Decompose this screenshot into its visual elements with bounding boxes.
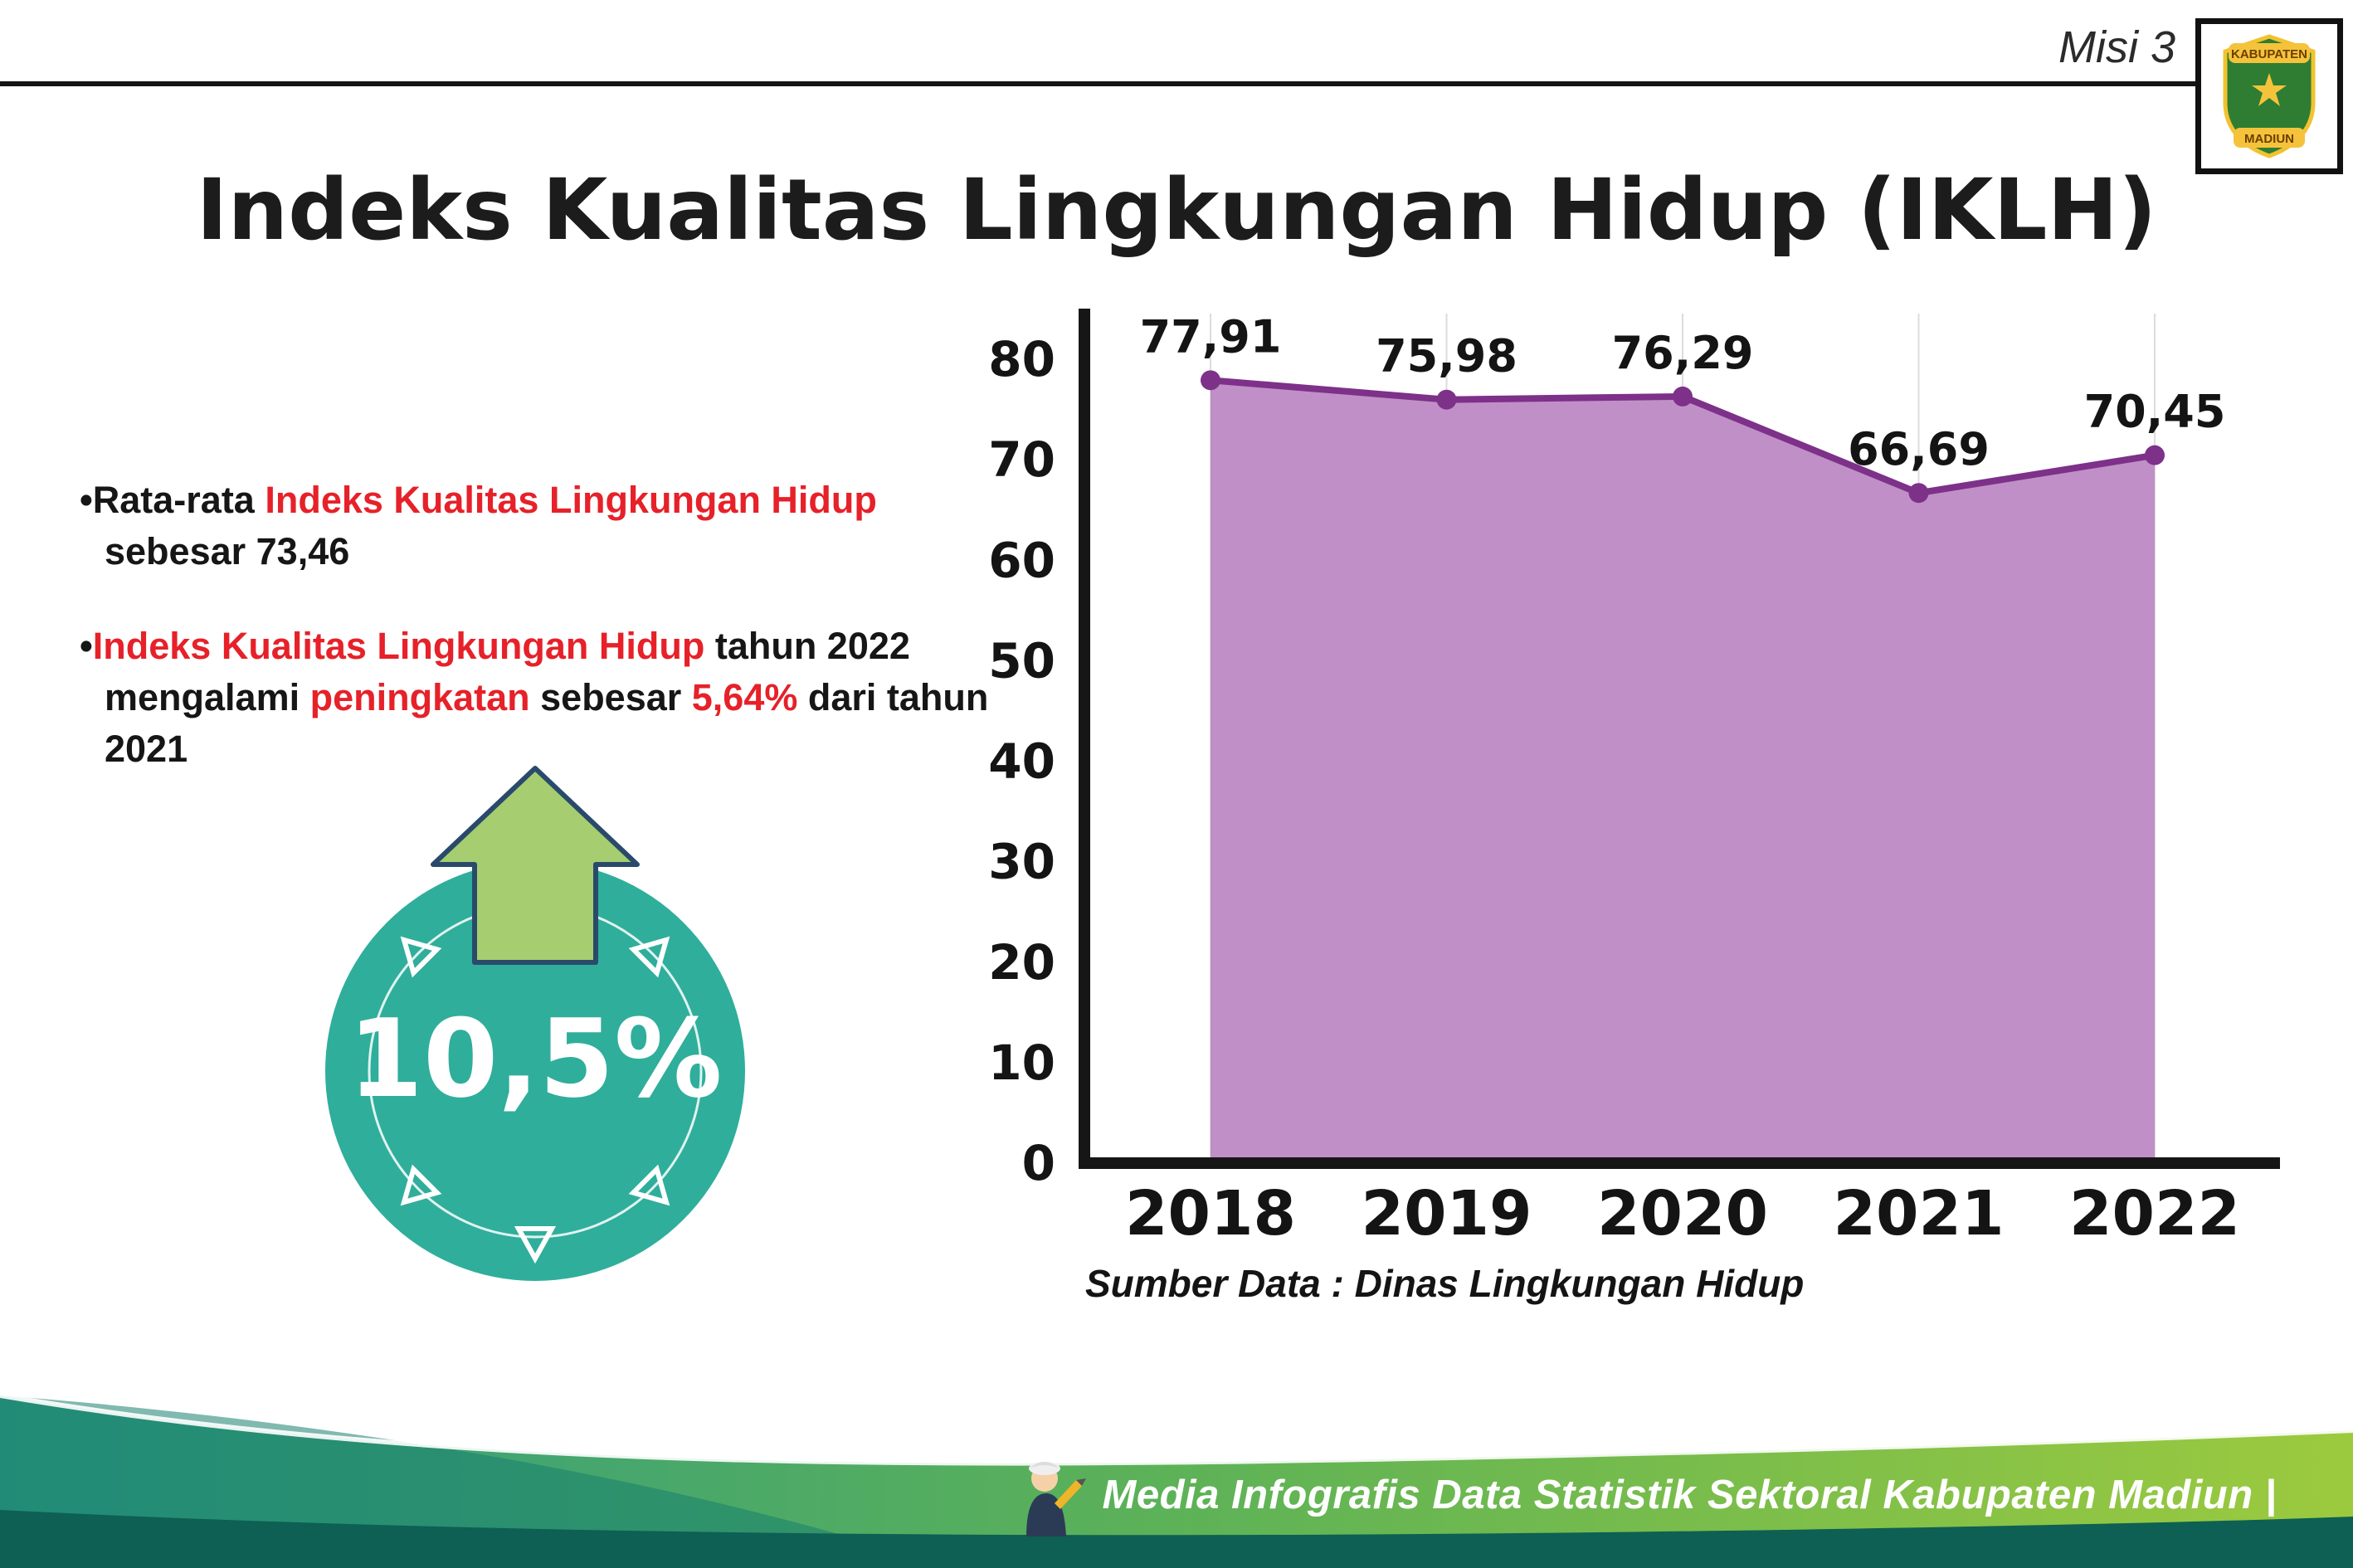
bullet-list: •Rata-rata Indeks Kualitas Lingkungan Hi… xyxy=(80,475,992,818)
data-point xyxy=(2145,445,2165,465)
y-axis-label: 80 xyxy=(988,331,1055,387)
bullet2-part4: sebesar xyxy=(529,676,692,719)
bullet-marker: • xyxy=(80,479,93,521)
logo-bottom-text: MADIUN xyxy=(2244,132,2294,146)
data-point xyxy=(1673,386,1693,407)
value-label: 75,98 xyxy=(1376,330,1518,382)
y-axis-label: 20 xyxy=(988,934,1055,991)
bullet2-part6: dari tahun 2021 xyxy=(105,676,989,771)
bullet1-part2: Indeks Kualitas Lingkungan Hidup xyxy=(265,479,877,521)
bullet1-part3: sebesar 73,46 xyxy=(105,530,350,573)
bullet2-part5: 5,64% xyxy=(691,676,798,719)
mascot-icon xyxy=(1025,1462,1086,1536)
y-axis-label: 40 xyxy=(988,733,1055,790)
y-axis-label: 50 xyxy=(988,632,1055,689)
chart-axis-labels: 2018 2019 2020 2021 2022 0 10 20 30 40 50 60 70 80 xyxy=(988,331,2240,1249)
x-axis-label: 2019 xyxy=(1362,1178,1532,1249)
kabupaten-madiun-crest-icon: KABUPATEN MADIUN xyxy=(2223,34,2316,158)
data-point xyxy=(1908,483,1929,504)
y-axis-label: 30 xyxy=(988,834,1055,890)
area-fill xyxy=(1211,380,2155,1163)
value-label: 70,45 xyxy=(2084,386,2226,438)
value-label: 76,29 xyxy=(1612,327,1754,379)
badge-value: 10,5% xyxy=(348,996,723,1122)
page-title: Indeks Kualitas Lingkungan Hidup (IKLH) xyxy=(196,161,2157,261)
bullet-marker: • xyxy=(80,625,93,668)
y-axis-label: 0 xyxy=(1022,1135,1055,1191)
footer-credit: Media Infografis Data Statistik Sektoral… xyxy=(1102,1473,2277,1517)
value-label: 77,91 xyxy=(1140,310,1282,363)
y-axis-label: 10 xyxy=(988,1035,1055,1091)
logo-top-text: KABUPATEN xyxy=(2231,47,2307,61)
bullet-average-iklh: •Rata-rata Indeks Kualitas Lingkungan Hi… xyxy=(80,475,992,577)
value-label: 66,69 xyxy=(1848,423,1990,475)
source-note: Sumber Data : Dinas Lingkungan Hidup xyxy=(1085,1262,1805,1305)
data-point xyxy=(1436,389,1457,410)
bullet-increase-2022: •Indeks Kualitas Lingkungan Hidup tahun … xyxy=(80,621,992,775)
y-axis-label: 60 xyxy=(988,532,1055,588)
chart-area-layer xyxy=(1210,377,2156,1163)
x-axis-label: 2022 xyxy=(2069,1178,2240,1249)
x-axis-label: 2020 xyxy=(1597,1178,1768,1249)
x-axis-label: 2021 xyxy=(1834,1178,2005,1249)
footer-credit-row: Media Infografis Data Statistik Sektoral… xyxy=(1008,1450,2277,1540)
bullet2-part3: peningkatan xyxy=(309,676,530,719)
x-axis-label: 2018 xyxy=(1125,1178,1296,1249)
header-rule xyxy=(0,81,2200,86)
chart-value-labels: 77,91 75,98 76,29 66,69 70,45 xyxy=(1140,310,2226,475)
chart-points-layer xyxy=(1201,370,2165,504)
chart-axes xyxy=(1079,309,2280,1169)
bullet1-part1: Rata-rata xyxy=(92,479,266,521)
up-arrow-icon xyxy=(431,766,640,965)
y-axis-label: 70 xyxy=(988,431,1055,488)
bullet2-part1: Indeks Kualitas Lingkungan Hidup xyxy=(92,625,705,668)
logo-box: KABUPATEN MADIUN xyxy=(2195,18,2343,174)
misi-label: Misi 3 xyxy=(2058,22,2175,72)
bullet2-part2: tahun 2022 mengalami xyxy=(105,625,910,719)
footer-wave xyxy=(0,1393,2353,1568)
data-point xyxy=(1201,370,1220,391)
